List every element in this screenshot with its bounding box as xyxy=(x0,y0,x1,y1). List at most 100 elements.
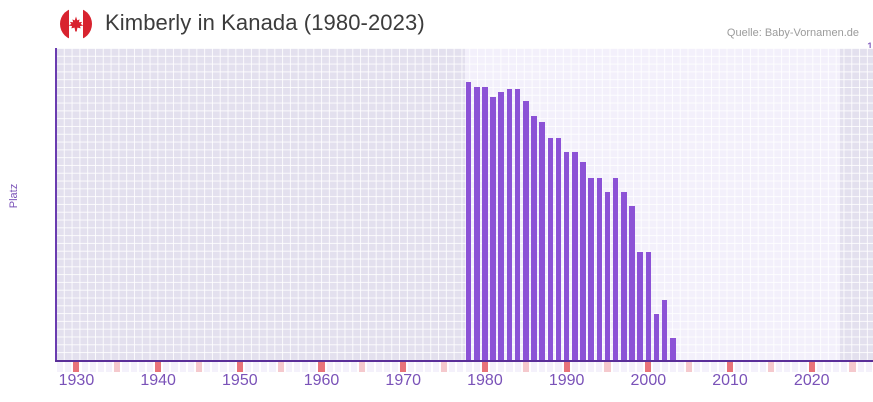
x-tick-marker-1984 xyxy=(514,362,521,372)
x-tick-marker-1991 xyxy=(571,362,578,372)
x-tick-marker-2005 xyxy=(686,362,693,372)
bar-series xyxy=(56,48,873,360)
x-axis-label-2010: 2010 xyxy=(712,372,748,389)
x-tick-marker-1958 xyxy=(302,362,309,372)
x-tick-marker-1998 xyxy=(628,362,636,372)
bar-2002 xyxy=(661,300,668,360)
bar-1993 xyxy=(588,178,594,360)
x-tick-marker-2004 xyxy=(677,362,685,372)
bar-1994 xyxy=(596,178,603,360)
bar-1996 xyxy=(612,178,619,360)
x-tick-marker-2015 xyxy=(767,362,774,372)
y-axis-title: Platz xyxy=(8,183,20,209)
maple-leaf-icon xyxy=(68,16,84,32)
x-tick-marker-2013 xyxy=(751,362,758,372)
bar-1982 xyxy=(498,92,505,360)
x-tick-marker-2019 xyxy=(800,362,807,372)
bar-2000 xyxy=(645,252,652,360)
x-tick-marker-1990 xyxy=(563,362,570,372)
x-tick-marker-2006 xyxy=(694,362,701,372)
x-axis-labels: 1930 1940 1950 1960 1970 1980 1990 2000 2010 2020 xyxy=(0,372,873,400)
x-tick-marker-1989 xyxy=(555,362,562,372)
bar-1985 xyxy=(522,101,529,360)
x-tick-marker-2009 xyxy=(718,362,725,372)
y-axis-line xyxy=(55,48,57,361)
x-tick-marker-1936 xyxy=(122,362,129,372)
bar-1986 xyxy=(531,116,537,360)
x-tick-marker-1999 xyxy=(637,362,644,372)
source-attribution: Quelle: Baby-Vornamen.de xyxy=(726,27,859,39)
x-tick-marker-1930 xyxy=(73,362,80,372)
x-tick-marker-2022 xyxy=(824,362,832,372)
x-tick-marker-1977 xyxy=(457,362,464,372)
bar-1992 xyxy=(580,162,586,360)
x-axis-label-2000: 2000 xyxy=(630,372,667,389)
x-tick-marker-1972 xyxy=(416,362,423,372)
x-tick-marker-2026 xyxy=(857,362,864,372)
x-tick-marker-1943 xyxy=(179,362,186,372)
x-tick-marker-1957 xyxy=(293,362,301,372)
x-tick-marker-1994 xyxy=(596,362,603,372)
plot-area xyxy=(56,48,873,360)
x-tick-marker-1978 xyxy=(465,362,472,372)
x-tick-marker-1941 xyxy=(163,362,170,372)
x-tick-marker-1929 xyxy=(65,362,72,372)
chart-title: Kimberly in Kanada (1980-2023) xyxy=(105,10,425,35)
x-tick-marker-1937 xyxy=(130,362,137,372)
x-tick-marker-1931 xyxy=(81,362,88,372)
x-tick-marker-1934 xyxy=(106,362,113,372)
flag-band-right xyxy=(83,8,92,40)
x-tick-marker-1947 xyxy=(212,362,219,372)
bar-1980 xyxy=(482,87,488,360)
x-tick-marker-1976 xyxy=(449,362,456,372)
bar-1989 xyxy=(555,138,562,360)
bar-2001 xyxy=(653,314,660,360)
x-tick-marker-1992 xyxy=(579,362,587,372)
x-tick-marker-2000 xyxy=(645,362,652,372)
x-tick-marker-1986 xyxy=(530,362,538,372)
x-tick-marker-1933 xyxy=(97,362,104,372)
x-tick-marker-2020 xyxy=(808,362,815,372)
x-tick-marker-2007 xyxy=(702,362,709,372)
bar-1991 xyxy=(572,152,578,360)
x-tick-marker-2018 xyxy=(792,362,799,372)
x-tick-marker-1951 xyxy=(244,362,252,372)
x-tick-marker-1969 xyxy=(391,362,399,372)
x-tick-marker-1995 xyxy=(604,362,611,372)
chart-header: Kimberly in Kanada (1980-2023) Quelle: B… xyxy=(0,0,873,46)
x-tick-marker-1949 xyxy=(228,362,235,372)
x-tick-marker-1948 xyxy=(220,362,227,372)
x-tick-marker-1950 xyxy=(236,362,243,372)
x-tick-marker-1966 xyxy=(367,362,374,372)
x-tick-marker-1952 xyxy=(253,362,260,372)
x-axis-label-1990: 1990 xyxy=(548,372,585,389)
bar-1983 xyxy=(506,89,513,360)
x-tick-marker-1946 xyxy=(204,362,211,372)
x-tick-marker-1928 xyxy=(57,362,64,372)
x-tick-marker-2012 xyxy=(743,362,750,372)
x-axis-line xyxy=(55,360,873,362)
x-tick-marker-1975 xyxy=(440,362,448,372)
bar-1979 xyxy=(473,87,480,360)
x-tick-marker-2011 xyxy=(735,362,742,372)
x-tick-marker-2008 xyxy=(710,362,717,372)
x-tick-marker-1997 xyxy=(620,362,627,372)
x-tick-marker-1974 xyxy=(432,362,439,372)
x-tick-marker-1985 xyxy=(522,362,529,372)
x-tick-marker-1932 xyxy=(89,362,96,372)
x-tick-marker-1973 xyxy=(424,362,431,372)
x-tick-marker-1988 xyxy=(547,362,554,372)
x-tick-marker-1962 xyxy=(334,362,341,372)
x-tick-marker-1938 xyxy=(138,362,145,372)
x-tick-marker-2016 xyxy=(775,362,783,372)
x-tick-marker-1954 xyxy=(269,362,276,372)
x-tick-marker-2001 xyxy=(653,362,660,372)
x-tick-marker-1953 xyxy=(261,362,268,372)
x-tick-marker-1970 xyxy=(400,362,407,372)
x-tick-marker-1968 xyxy=(383,362,390,372)
x-tick-marker-1981 xyxy=(490,362,497,372)
x-axis-label-1970: 1970 xyxy=(385,372,422,389)
x-tick-marker-2025 xyxy=(849,362,856,372)
x-tick-marker-1942 xyxy=(171,362,178,372)
